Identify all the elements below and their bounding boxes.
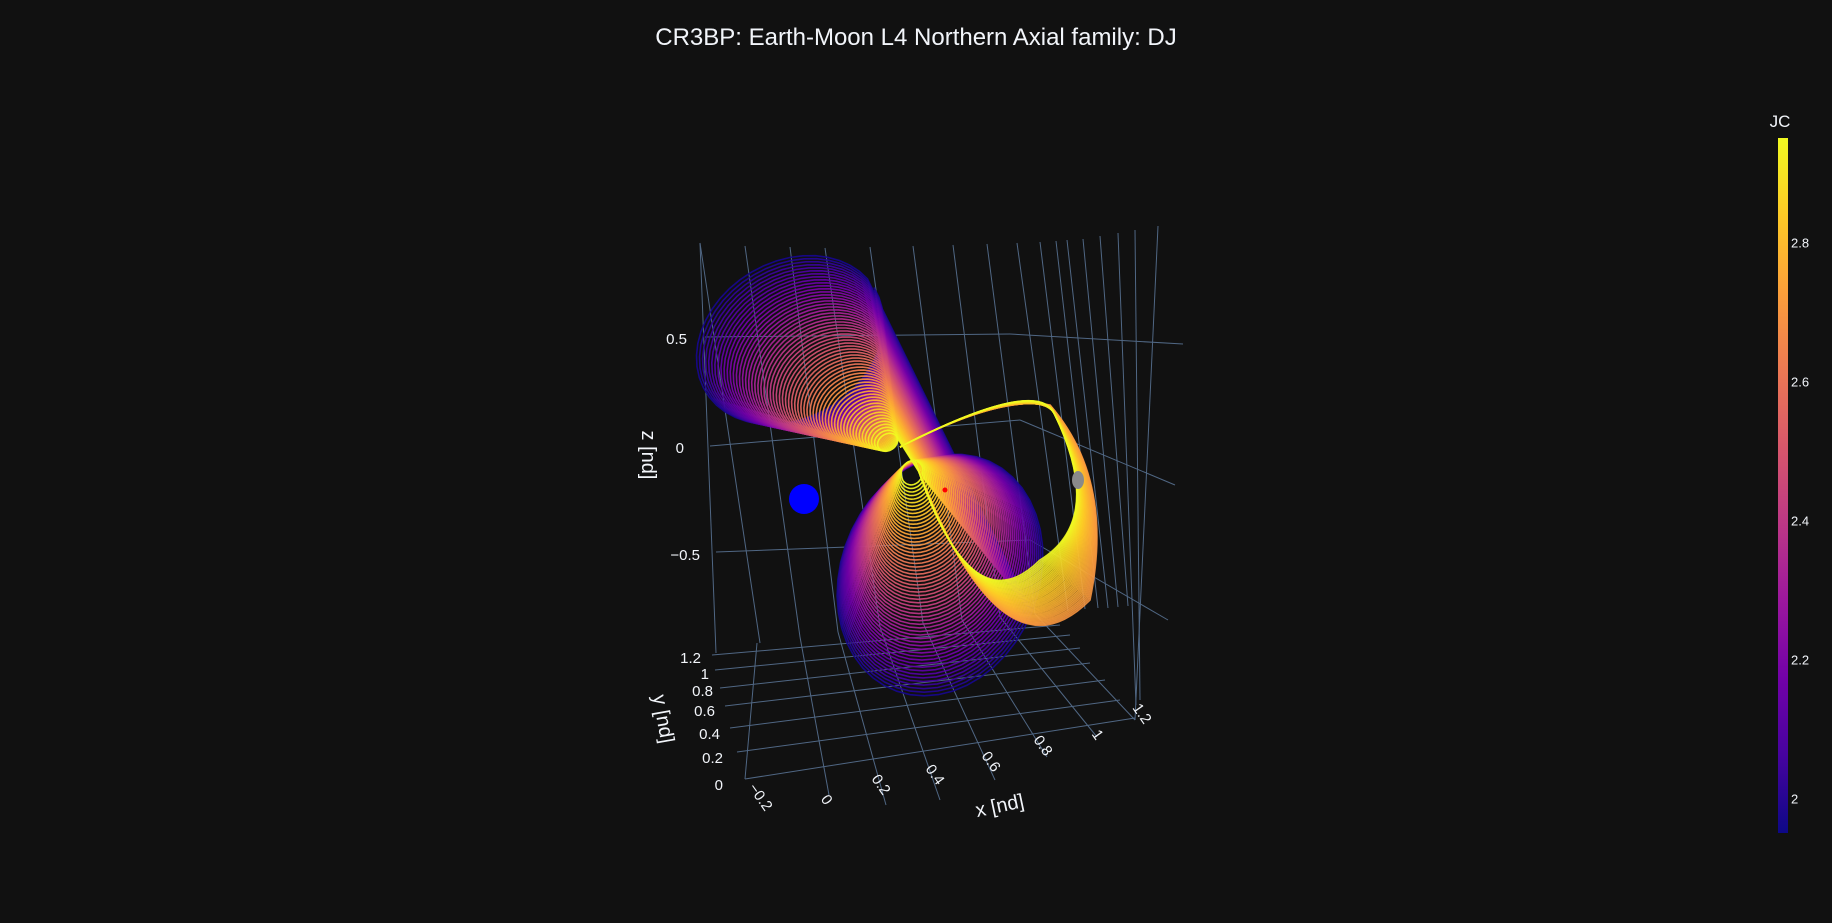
l4-marker — [942, 487, 948, 493]
z-tick-label: 0 — [676, 440, 684, 457]
chart-title: CR3BP: Earth-Moon L4 Northern Axial fami… — [655, 24, 1177, 51]
earth-marker — [789, 484, 819, 514]
bodies — [789, 471, 1084, 514]
colorbar-tick-label: 2.8 — [1791, 235, 1809, 250]
colorbar: JC 2 2.2 2.4 2.6 2.8 — [1770, 112, 1809, 833]
z-tick-label: −0.5 — [670, 547, 700, 564]
y-tick-label: 0.4 — [699, 726, 720, 743]
x-tick-label: 0.8 — [1030, 732, 1056, 759]
x-axis-title: x [nd] — [974, 790, 1026, 822]
colorbar-gradient — [1778, 138, 1788, 833]
y-tick-label: 0.6 — [694, 703, 715, 720]
y-tick-label: 0 — [715, 777, 723, 794]
colorbar-tick-label: 2 — [1791, 791, 1798, 806]
x-tick-label: −0.2 — [745, 780, 776, 814]
x-tick-label: 0.2 — [868, 771, 894, 798]
x-tick-label: 0.4 — [922, 761, 948, 788]
moon-marker — [1072, 471, 1084, 489]
x-tick-label: 0.6 — [978, 748, 1004, 775]
y-tick-label: 0.8 — [692, 683, 713, 700]
y-tick-label: 1.2 — [680, 650, 701, 667]
x-tick-label: 0 — [817, 792, 836, 809]
y-tick-label: 1 — [701, 666, 709, 683]
x-tick-label: 1.2 — [1129, 700, 1155, 727]
colorbar-title: JC — [1770, 112, 1791, 131]
colorbar-tick-label: 2.4 — [1791, 513, 1809, 528]
colorbar-tick-label: 2.2 — [1791, 652, 1809, 667]
y-axis-title: y [nd] — [648, 693, 678, 745]
y-tick-label: 0.2 — [702, 750, 723, 767]
z-tick-label: 0.5 — [666, 331, 687, 348]
z-axis-title: z [nd] — [637, 431, 659, 480]
colorbar-tick-label: 2.6 — [1791, 374, 1809, 389]
orbit-family — [695, 254, 1098, 697]
orbit-line — [899, 399, 1078, 582]
